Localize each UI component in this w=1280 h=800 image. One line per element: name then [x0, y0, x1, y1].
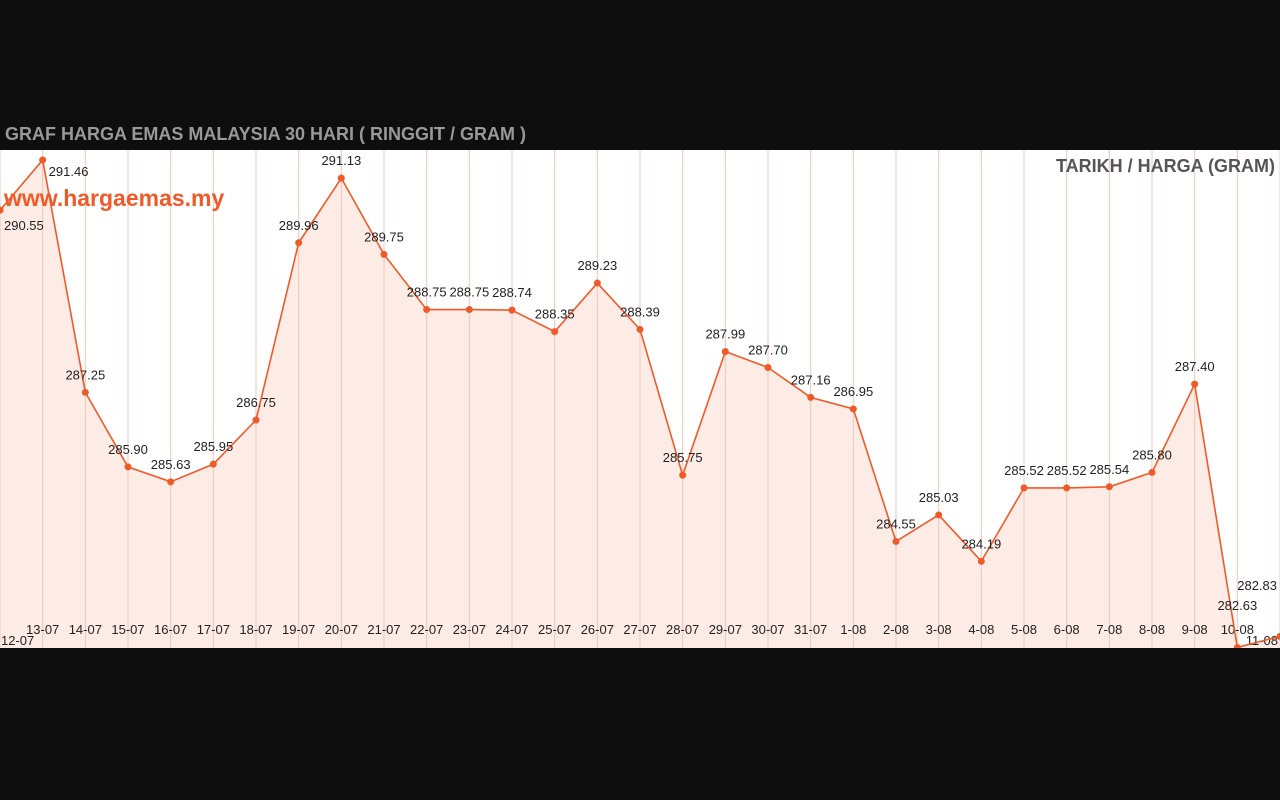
data-point — [295, 239, 303, 247]
gold-price-chart: 12-07 13-07 14-07 15-07 16-07 17-07 18-07 19-07… — [0, 150, 1280, 648]
x-tick-label: 26-07 — [581, 622, 614, 637]
data-point — [593, 279, 601, 287]
x-tick-label: 13-07 — [26, 622, 59, 637]
x-tick-label: 21-07 — [367, 622, 400, 637]
data-label: 288.35 — [535, 307, 575, 322]
data-label: 287.16 — [791, 372, 831, 387]
data-point — [337, 174, 345, 182]
data-point — [508, 306, 516, 314]
legend-title: TARIKH / HARGA (GRAM) — [1056, 156, 1275, 176]
data-point — [252, 416, 260, 424]
x-tick-label: 24-07 — [495, 622, 528, 637]
data-point — [81, 388, 89, 396]
x-tick-label: 29-07 — [709, 622, 742, 637]
x-tick-label: 4-08 — [968, 622, 994, 637]
data-point — [935, 511, 943, 519]
data-label: 285.63 — [151, 457, 191, 472]
data-point — [1063, 484, 1071, 492]
x-tick-label: 9-08 — [1182, 622, 1208, 637]
x-tick-label: 20-07 — [325, 622, 358, 637]
data-label: 285.54 — [1089, 462, 1129, 477]
data-point — [1233, 643, 1241, 648]
data-label: 290.55 — [4, 218, 44, 233]
data-point — [0, 206, 4, 214]
data-point — [167, 478, 175, 486]
data-label: 291.13 — [321, 153, 361, 168]
x-tick-label: 15-07 — [111, 622, 144, 637]
x-tick-label: 1-08 — [840, 622, 866, 637]
watermark-link[interactable]: www.hargaemas.my — [4, 185, 225, 211]
data-point — [1191, 380, 1199, 388]
data-label: 288.75 — [449, 285, 489, 300]
data-label: 286.95 — [833, 384, 873, 399]
data-label: 284.19 — [961, 536, 1001, 551]
x-tick-label: 7-08 — [1096, 622, 1122, 637]
data-label: 286.75 — [236, 395, 276, 410]
data-label: 288.39 — [620, 304, 660, 319]
data-label: 285.52 — [1047, 463, 1087, 478]
data-label: 288.74 — [492, 285, 532, 300]
data-point — [551, 328, 559, 336]
data-label: 285.95 — [193, 439, 233, 454]
x-tick-label: 31-07 — [794, 622, 827, 637]
data-label: 289.75 — [364, 229, 404, 244]
x-tick-label: 8-08 — [1139, 622, 1165, 637]
data-point — [1148, 468, 1156, 476]
x-tick-label: 28-07 — [666, 622, 699, 637]
chart-title: GRAF HARGA EMAS MALAYSIA 30 HARI ( RINGG… — [5, 124, 527, 144]
data-point — [977, 557, 985, 565]
x-tick-label: 18-07 — [239, 622, 272, 637]
x-tick-label: 2-08 — [883, 622, 909, 637]
x-tick-label: 14-07 — [69, 622, 102, 637]
data-label: 287.99 — [705, 327, 745, 342]
data-label: 287.70 — [748, 343, 788, 358]
data-label: 285.52 — [1004, 463, 1044, 478]
x-tick-label: 5-08 — [1011, 622, 1037, 637]
x-tick-label: 23-07 — [453, 622, 486, 637]
data-point — [892, 537, 900, 545]
data-point — [423, 306, 431, 314]
data-point — [679, 471, 687, 479]
data-label: 285.75 — [663, 450, 703, 465]
x-tick-label: 30-07 — [751, 622, 784, 637]
data-point — [380, 250, 388, 258]
data-point — [39, 156, 47, 164]
x-tick-label: 6-08 — [1054, 622, 1080, 637]
data-label: 289.96 — [279, 218, 319, 233]
x-tick-label: 10-08 — [1221, 622, 1254, 637]
x-tick-label: 27-07 — [623, 622, 656, 637]
data-point — [849, 405, 857, 413]
x-tick-label: 17-07 — [197, 622, 230, 637]
data-point — [1276, 632, 1280, 640]
data-point — [124, 463, 132, 471]
data-label: 282.63 — [1217, 598, 1257, 613]
x-tick-label: 22-07 — [410, 622, 443, 637]
data-point — [721, 348, 729, 356]
x-tick-label: 16-07 — [154, 622, 187, 637]
data-point — [636, 325, 644, 333]
data-point — [465, 306, 473, 314]
data-label: 287.40 — [1175, 359, 1215, 374]
data-label: 285.80 — [1132, 447, 1172, 462]
data-point — [764, 364, 772, 372]
data-label: 291.46 — [49, 164, 89, 179]
x-tick-label: 12-07 — [1, 633, 34, 648]
data-label: 288.75 — [407, 285, 447, 300]
x-tick-label: 19-07 — [282, 622, 315, 637]
data-label: 289.23 — [577, 258, 617, 273]
data-label: 282.83 — [1237, 578, 1277, 593]
data-label: 285.03 — [919, 490, 959, 505]
data-label: 284.55 — [876, 516, 916, 531]
data-label: 285.90 — [108, 442, 148, 457]
data-point — [1020, 484, 1028, 492]
data-point — [1105, 483, 1113, 491]
x-tick-label: 3-08 — [926, 622, 952, 637]
x-tick-label: 25-07 — [538, 622, 571, 637]
data-point — [209, 460, 217, 468]
data-label: 287.25 — [65, 367, 105, 382]
data-point — [807, 393, 815, 401]
